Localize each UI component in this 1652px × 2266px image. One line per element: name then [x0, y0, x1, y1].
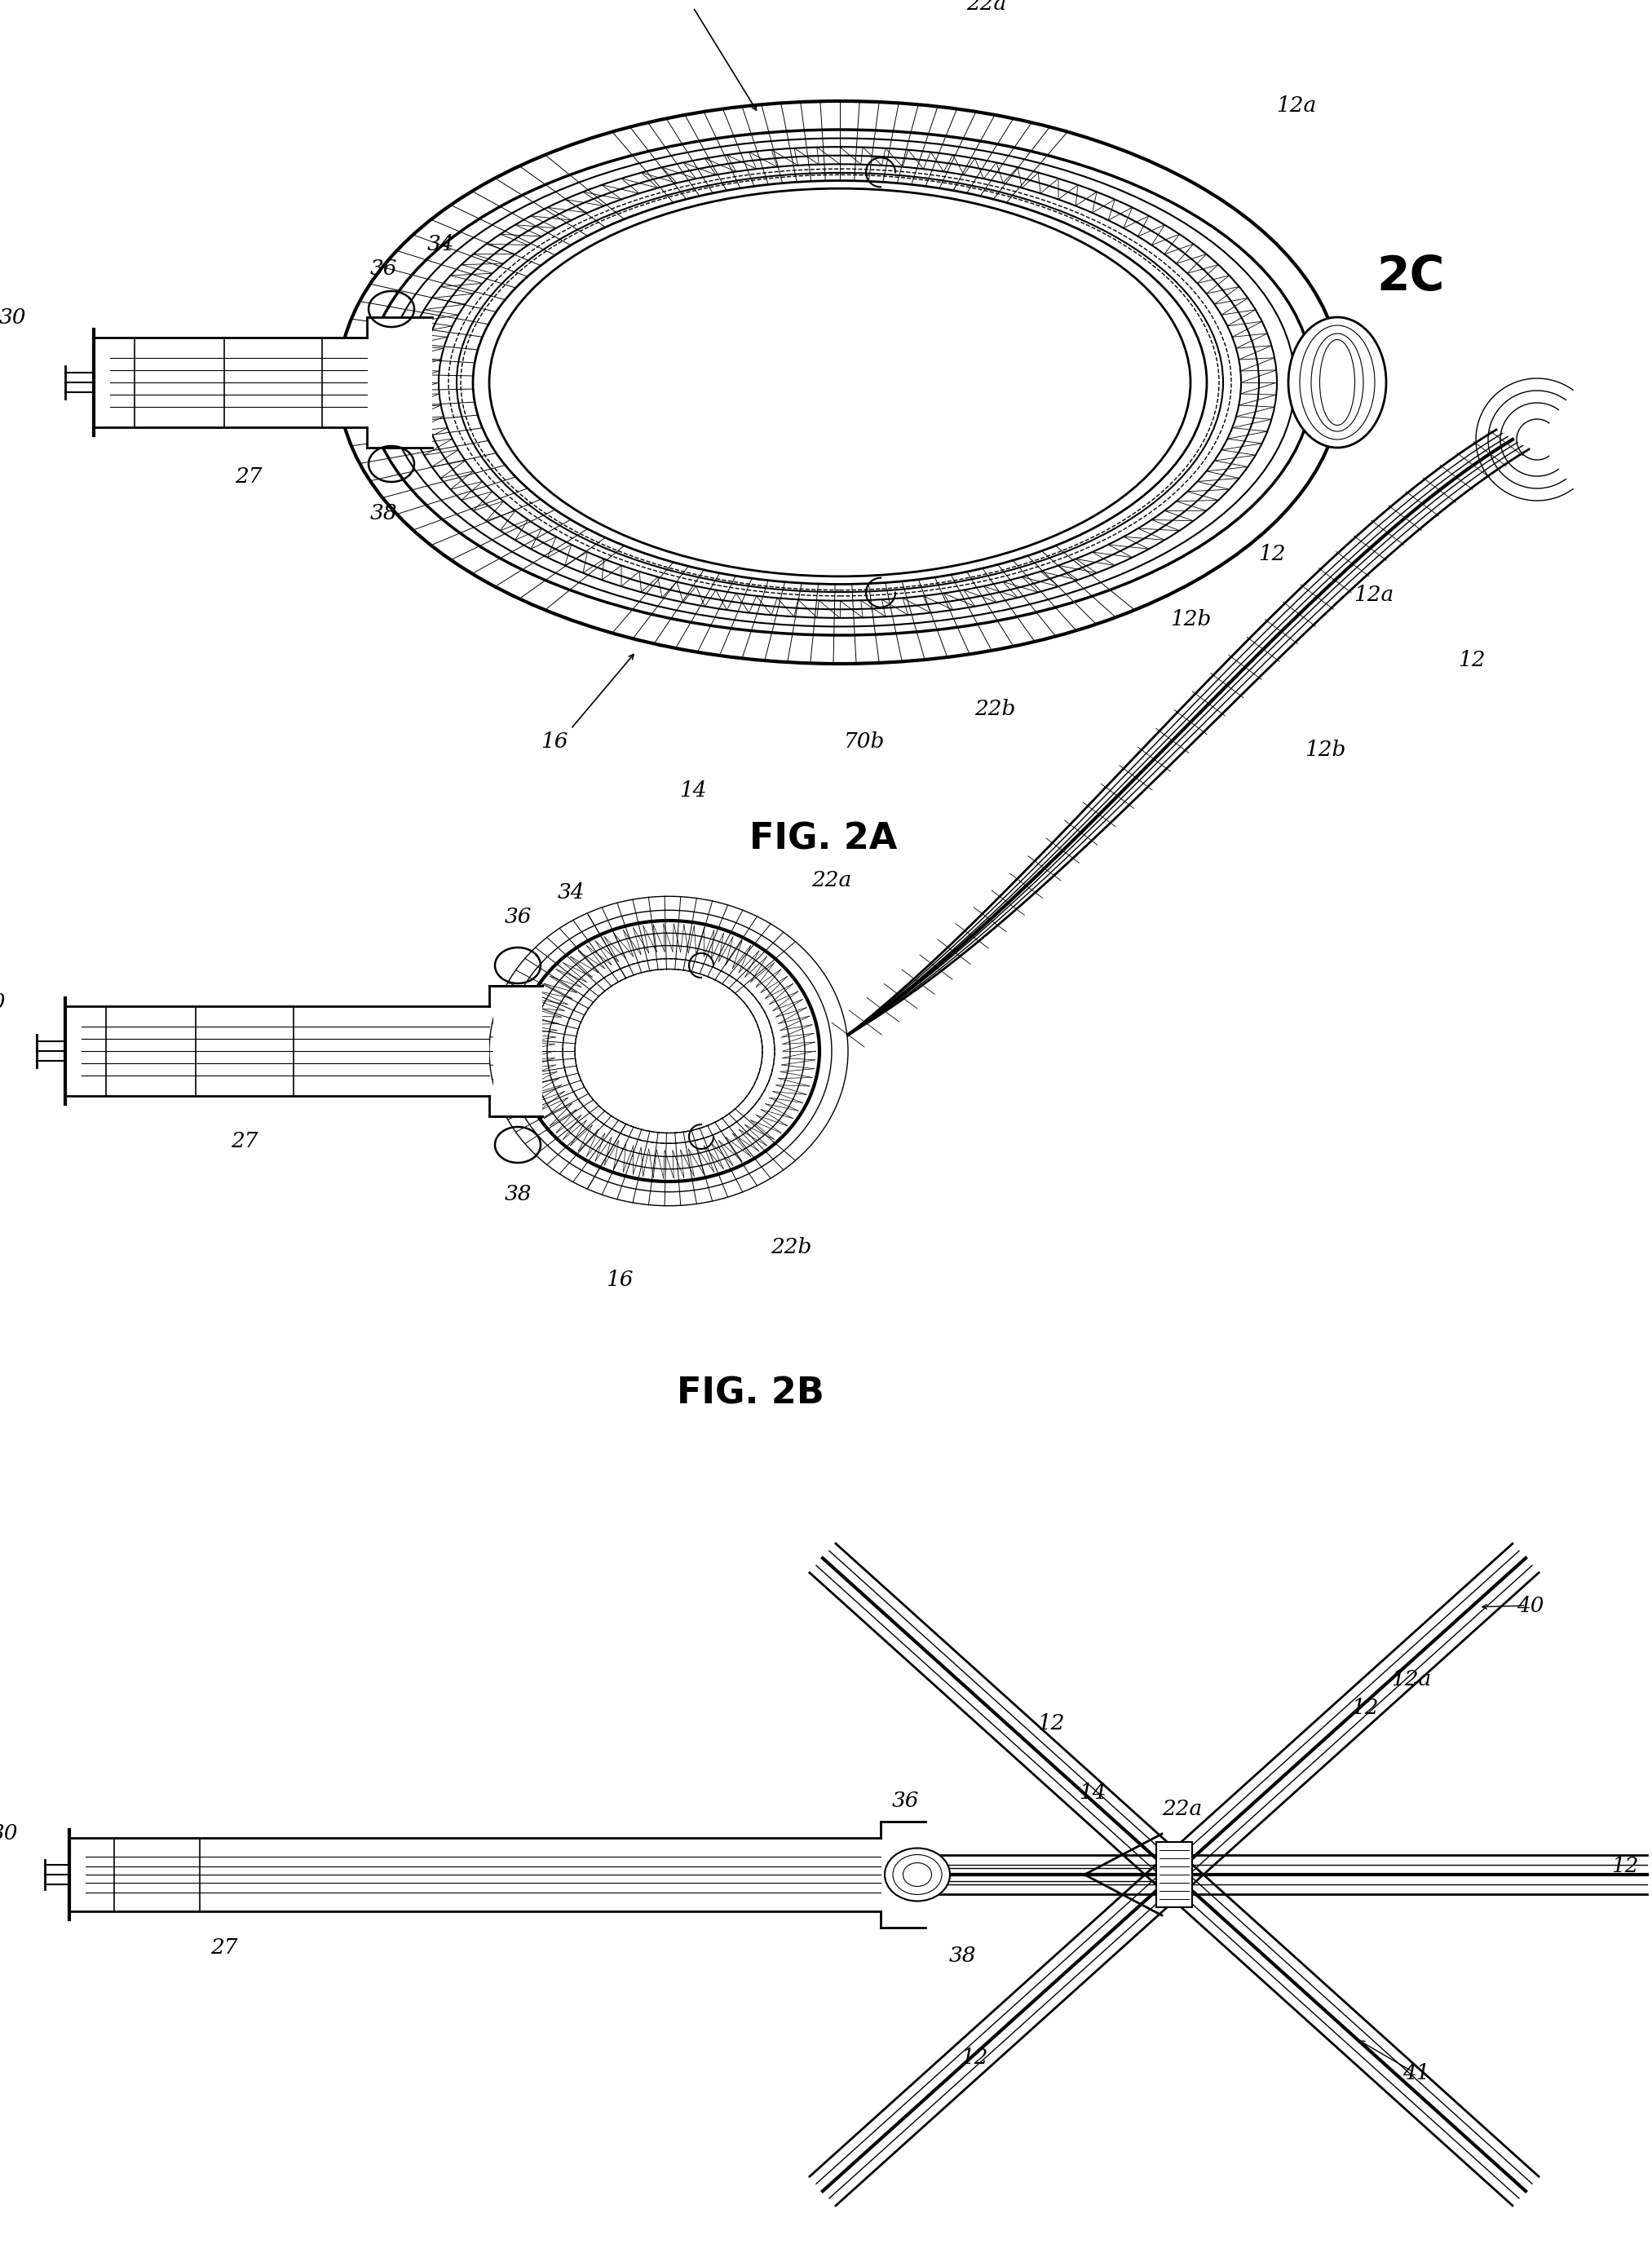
Text: 40: 40 — [1517, 1595, 1543, 1616]
Text: 12a: 12a — [1391, 1670, 1431, 1690]
Text: 34: 34 — [426, 233, 454, 254]
Text: 27: 27 — [210, 1937, 238, 1958]
Text: 12: 12 — [1259, 544, 1285, 564]
Polygon shape — [494, 986, 542, 1117]
Text: 22a: 22a — [1163, 1799, 1203, 1820]
Text: 36: 36 — [504, 906, 532, 927]
Ellipse shape — [339, 102, 1341, 664]
Text: 22a: 22a — [811, 870, 852, 891]
Text: 2C: 2C — [1376, 254, 1444, 299]
Text: 12b: 12b — [1305, 739, 1346, 759]
Polygon shape — [367, 317, 416, 449]
Text: 12: 12 — [1351, 1697, 1379, 1718]
Text: 22a: 22a — [966, 0, 1006, 14]
Text: 12a: 12a — [1355, 585, 1394, 605]
Text: 12: 12 — [1459, 650, 1485, 671]
Text: FIG. 2A: FIG. 2A — [750, 823, 897, 857]
Text: 38: 38 — [504, 1183, 532, 1203]
Text: 16: 16 — [606, 1269, 633, 1289]
Text: 16: 16 — [540, 732, 568, 752]
Text: 38: 38 — [948, 1946, 976, 1967]
Polygon shape — [416, 317, 433, 449]
Polygon shape — [69, 1838, 881, 1910]
Text: 12b: 12b — [1170, 610, 1211, 630]
Text: 27: 27 — [231, 1131, 258, 1151]
Text: 70b: 70b — [844, 732, 885, 752]
Text: 12: 12 — [1037, 1713, 1066, 1733]
Text: 41: 41 — [1403, 2062, 1431, 2082]
Text: 22b: 22b — [975, 698, 1016, 718]
Polygon shape — [94, 338, 367, 428]
Text: 12a: 12a — [1277, 95, 1317, 116]
Text: 30: 30 — [0, 1824, 18, 1845]
Text: 14: 14 — [679, 780, 707, 800]
Ellipse shape — [1289, 317, 1386, 449]
Text: 27: 27 — [235, 467, 263, 487]
Text: 36: 36 — [370, 258, 396, 279]
Text: 12: 12 — [960, 2046, 988, 2067]
Polygon shape — [64, 1006, 489, 1097]
Ellipse shape — [885, 1849, 950, 1901]
Text: 38: 38 — [370, 503, 396, 523]
Text: 22b: 22b — [770, 1237, 811, 1258]
Text: 30: 30 — [0, 993, 5, 1013]
Text: FIG. 2B: FIG. 2B — [676, 1375, 824, 1412]
Text: 36: 36 — [892, 1790, 919, 1811]
Bar — [1156, 1842, 1193, 1908]
Text: 14: 14 — [1079, 1783, 1107, 1804]
Text: 30: 30 — [0, 306, 26, 326]
Text: 34: 34 — [557, 881, 585, 902]
Text: 12: 12 — [1611, 1856, 1639, 1876]
